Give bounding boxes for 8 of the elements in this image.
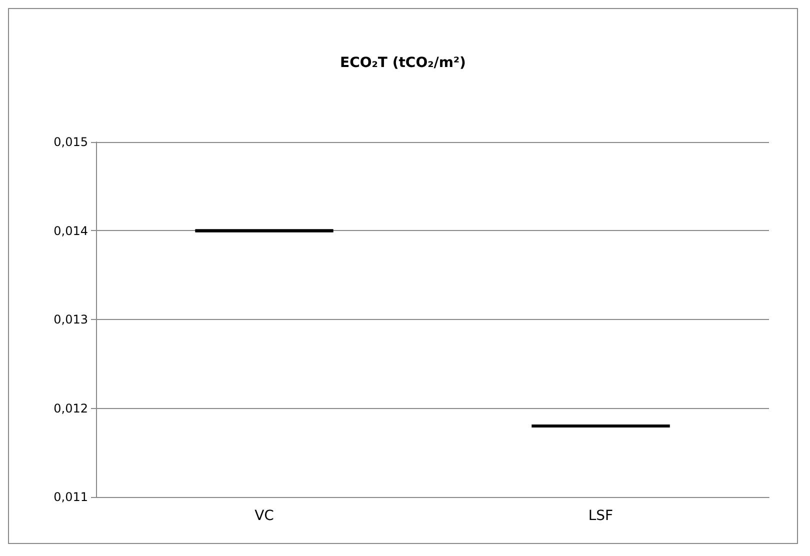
x-tick-label: LSF [588,508,614,524]
y-tick-label: 0,013 [54,312,88,326]
x-tick-label: VC [254,508,274,524]
y-tick-label: 0,012 [54,401,88,416]
y-tick-label: 0,014 [54,224,88,238]
y-tick-label: 0,015 [54,135,88,149]
chart-title: ECO₂T (tCO₂/m²) [340,55,466,71]
y-tick-label: 0,011 [54,490,88,504]
